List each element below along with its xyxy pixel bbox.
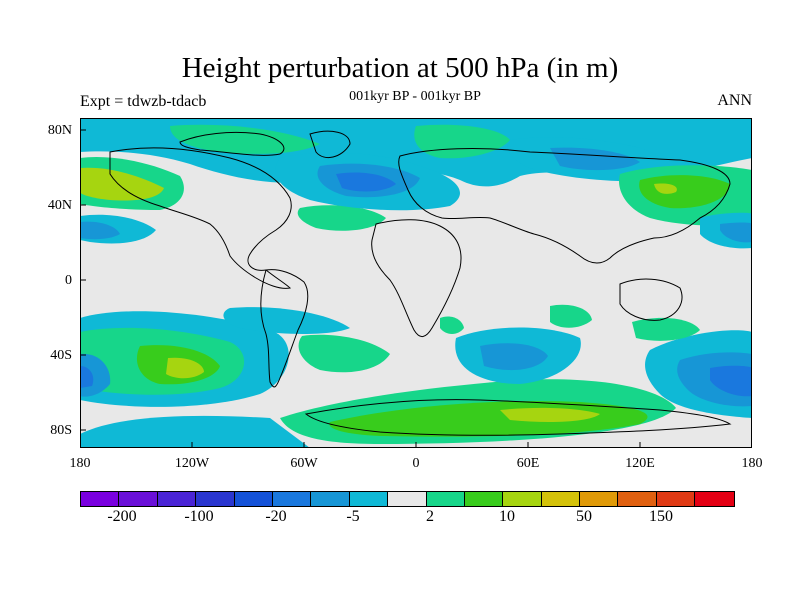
colorbar-label: -20: [265, 508, 287, 525]
colorbar-box: [349, 492, 389, 506]
lat-tick-label: 40N: [47, 198, 72, 213]
lon-tick-label: 120W: [174, 456, 210, 471]
colorbar-label: 10: [499, 508, 515, 525]
lat-tick-label: 80N: [47, 123, 72, 138]
colorbar-label: 150: [649, 508, 673, 525]
experiment-label: Expt = tdwzb-tdacb: [80, 93, 207, 110]
colorbar-box: [580, 492, 619, 506]
lat-tick-label: 0: [65, 273, 72, 288]
colorbar-label: 50: [576, 508, 592, 525]
colorbar-box: [311, 492, 350, 506]
coastlines: [109, 130, 732, 436]
colorbar-box: [541, 492, 581, 506]
colorbar: [80, 491, 735, 507]
colorbar-box: [388, 492, 427, 506]
colorbar-label: -5: [346, 508, 360, 525]
colorbar-box: [157, 492, 197, 506]
lat-tick-label: 40S: [50, 348, 72, 363]
season-label: ANN: [717, 92, 752, 109]
lon-tick-label: 60W: [290, 456, 318, 471]
anomaly-field-nh: [80, 118, 752, 334]
lon-tick-label: 0: [412, 456, 420, 471]
anomaly-field-sh-indian: [80, 304, 592, 448]
lon-tick-label: 180: [741, 456, 763, 471]
lon-tick-label: 60E: [516, 456, 540, 471]
anomaly-field-sh-pacific: [80, 311, 289, 407]
colorbar-box: [81, 492, 120, 506]
colorbar-label: -100: [184, 508, 214, 525]
colorbar-box: [618, 492, 657, 506]
colorbar-box: [503, 492, 542, 506]
tick-marks: [80, 129, 641, 448]
height-perturbation-map: [80, 118, 752, 448]
colorbar-box: [656, 492, 696, 506]
colorbar-label: -200: [107, 508, 137, 525]
anomaly-field-southern-ocean: [280, 316, 676, 444]
colorbar-box: [119, 492, 158, 506]
plot-title: Height perturbation at 500 hPa (in m): [181, 52, 619, 84]
anomaly-field-sh-australia: [632, 317, 752, 418]
colorbar-box: [464, 492, 504, 506]
colorbar-box: [196, 492, 235, 506]
lon-tick-label: 120E: [625, 456, 655, 471]
plot-subtitle: 001kyr BP - 001kyr BP: [349, 89, 481, 104]
colorbar-box: [695, 492, 734, 506]
colorbar-box: [272, 492, 312, 506]
colorbar-label: 2: [426, 508, 434, 525]
colorbar-box: [426, 492, 465, 506]
lon-tick-label: 180: [69, 456, 91, 471]
lat-tick-label: 80S: [50, 423, 72, 438]
colorbar-box: [234, 492, 273, 506]
